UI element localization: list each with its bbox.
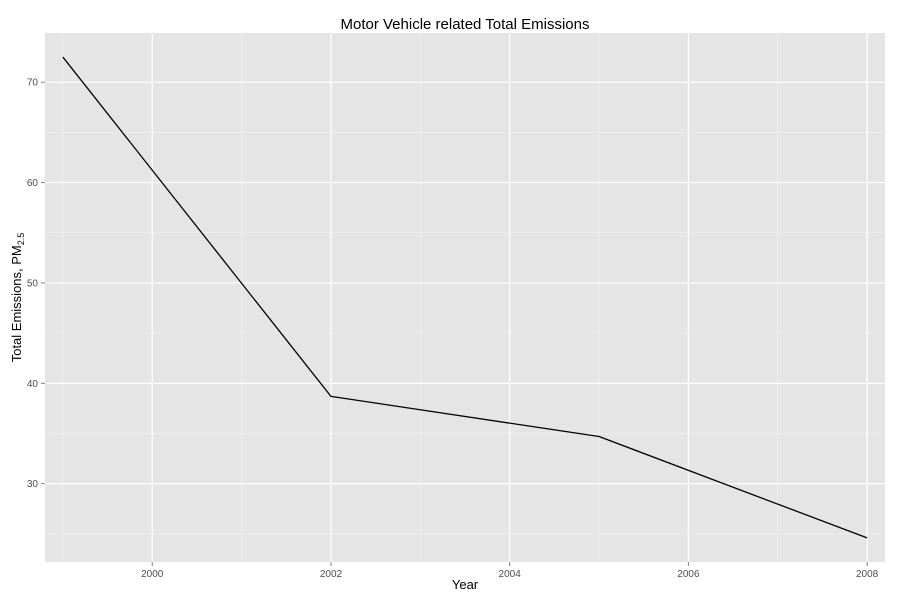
series-layer — [62, 56, 868, 539]
x-tick-label: 2006 — [677, 569, 700, 580]
chart-title: Motor Vehicle related Total Emissions — [340, 16, 589, 33]
y-axis-title-main: Total Emissions, PM — [9, 245, 24, 362]
series-line — [62, 56, 868, 539]
y-tick-label: 40 — [27, 379, 39, 390]
y-axis-title: Total Emissions, PM2.5 — [9, 233, 26, 363]
y-tick-label: 60 — [27, 178, 39, 189]
y-tick-label: 70 — [27, 78, 39, 89]
y-tick-label: 50 — [27, 278, 39, 289]
x-axis-title: Year — [452, 577, 479, 592]
x-axis: 2000 2002 2004 2006 2008 — [141, 562, 879, 580]
y-axis-title-subscript: 2.5 — [16, 233, 26, 246]
plot-panel — [45, 33, 885, 562]
minor-gridlines — [45, 33, 885, 562]
x-tick-label: 2004 — [499, 569, 522, 580]
x-tick-label: 2000 — [141, 569, 164, 580]
x-tick-label: 2008 — [856, 569, 879, 580]
x-tick-label: 2002 — [320, 569, 343, 580]
major-gridlines — [45, 33, 885, 562]
y-tick-label: 30 — [27, 479, 39, 490]
y-axis: 30 40 50 60 70 — [27, 78, 45, 490]
